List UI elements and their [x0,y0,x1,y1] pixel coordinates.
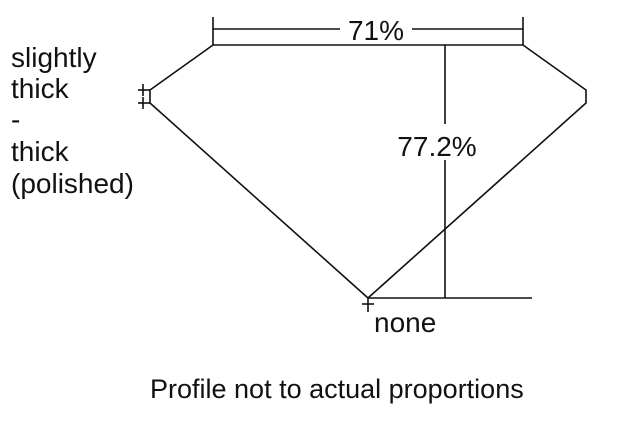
culet-marker [362,298,374,312]
girdle-label-line: - [11,104,20,135]
girdle-label: slightly thick - thick (polished) [11,42,134,199]
girdle-label-line: slightly [11,42,97,73]
diamond-outline [149,44,587,300]
table-dimension: 71% [212,15,524,46]
depth-dimension: 77.2% [368,45,532,299]
depth-percentage: 77.2% [397,131,476,162]
girdle-label-line: thick [11,73,70,104]
culet-label: none [374,307,436,338]
girdle-label-line: (polished) [11,168,134,199]
girdle-label-line: thick [11,136,70,167]
table-percentage: 71% [348,15,404,46]
girdle-marker [138,84,150,109]
footer-note: Profile not to actual proportions [150,374,524,404]
